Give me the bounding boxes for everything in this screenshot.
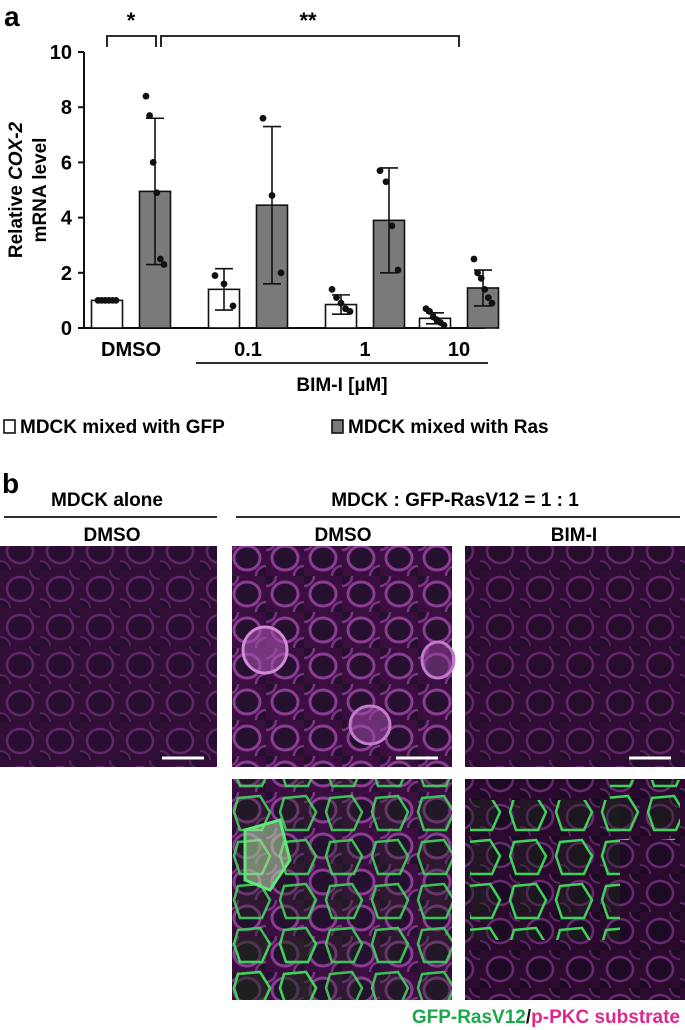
y-tick-label: 2 (61, 263, 72, 285)
panel-a-letter: a (4, 1, 20, 32)
data-point (142, 92, 150, 100)
column-label-2: DMSO (315, 525, 372, 546)
significance-bracket-2: ** (160, 8, 460, 47)
data-point (153, 189, 161, 197)
data-point (477, 274, 485, 282)
x-tick-label: 0.1 (234, 339, 262, 361)
caption-magenta: p-PKC substrate (531, 1007, 680, 1028)
caption-slash: / (526, 1007, 532, 1028)
x-tick-label: DMSO (101, 339, 161, 361)
data-point (382, 178, 390, 186)
data-point (211, 272, 219, 279)
x-tick-label: 10 (448, 339, 470, 361)
data-point (157, 255, 164, 263)
micrograph-coculture-dmso (232, 546, 456, 767)
data-point (346, 308, 354, 315)
legend-label-gfp: MDCK mixed with GFP (20, 417, 225, 438)
bars (90, 190, 500, 329)
micrograph-merge-bimi (465, 779, 685, 1000)
data-points (94, 92, 496, 329)
caption-green: GFP-RasV12 (412, 1007, 526, 1028)
header-mdck-alone: MDCK alone (51, 490, 163, 511)
y-axis-label-line1: Relative COX-2 (6, 121, 27, 258)
data-point (146, 112, 154, 119)
data-point (394, 266, 402, 274)
data-point (259, 114, 267, 122)
x-tick-label: 1 (359, 339, 370, 361)
data-point (333, 294, 340, 302)
x-tick-labels: DMSO 0.1 1 10 (101, 339, 470, 361)
data-point (481, 285, 489, 293)
data-point (328, 285, 336, 293)
data-point (277, 269, 285, 277)
bar (90, 299, 124, 329)
bimi-group-label: BIM-I [µM] (296, 375, 387, 396)
data-point (112, 297, 120, 304)
panel-b-letter: b (2, 468, 19, 499)
y-tick-label: 4 (61, 208, 73, 230)
legend-swatch-gfp (3, 419, 16, 434)
data-point (474, 269, 481, 277)
data-point (388, 222, 396, 230)
data-point (149, 159, 157, 166)
y-tick-label: 10 (50, 42, 72, 64)
micrograph-mdck-alone-dmso (0, 546, 217, 767)
caption: GFP-RasV12/p-PKC substrate (412, 1007, 680, 1028)
header-coculture: MDCK : GFP-RasV12 = 1 : 1 (331, 490, 579, 511)
micrograph-merge-dmso (232, 779, 452, 1000)
data-point (160, 261, 168, 268)
significance-star-1: * (127, 8, 136, 33)
significance-bracket-1: * (106, 8, 157, 47)
data-point (268, 192, 276, 199)
error-bars (146, 117, 492, 325)
legend-swatch-ras (331, 419, 344, 434)
significance-star-2: ** (299, 8, 317, 33)
data-point (485, 294, 492, 302)
y-tick-label: 0 (61, 318, 72, 340)
y-axis-label-line2: mRNA level (30, 138, 51, 243)
data-point (337, 299, 345, 307)
y-tick-label: 6 (61, 152, 72, 174)
y-ticks: 0 2 4 6 8 10 (50, 42, 84, 340)
data-point (470, 255, 478, 263)
column-label-3: BIM-I (551, 525, 597, 546)
data-point (488, 299, 496, 307)
legend-label-ras: MDCK mixed with Ras (348, 417, 549, 438)
data-point (440, 321, 448, 329)
data-point (376, 167, 384, 175)
data-point (426, 308, 433, 315)
legend: MDCK mixed with GFP MDCK mixed with Ras (3, 417, 549, 438)
data-point (229, 302, 237, 310)
chart: 0 2 4 6 8 10 DMSO 0.1 1 10 Relative COX-2 mRNA l… (6, 8, 500, 396)
micrograph-coculture-bimi (465, 546, 685, 767)
column-label-1: DMSO (84, 525, 141, 546)
data-point (220, 280, 228, 288)
y-tick-label: 8 (61, 97, 72, 119)
